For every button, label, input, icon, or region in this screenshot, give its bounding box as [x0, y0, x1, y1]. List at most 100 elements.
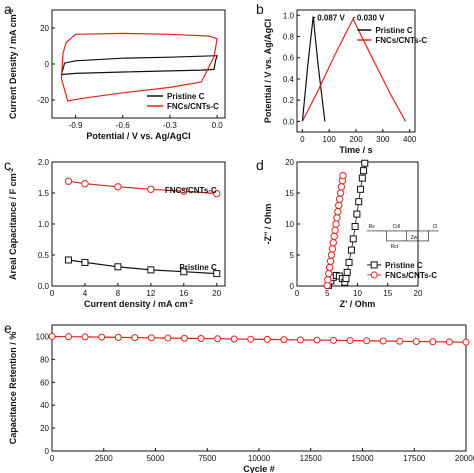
- panel-b-ytick-label: 0.2: [283, 96, 295, 105]
- panel-d-series-0-point: [361, 159, 369, 167]
- panel-d-ytick-label: 20: [285, 158, 294, 167]
- panel-a-xtick-label: 0.0: [212, 121, 224, 130]
- panel-d-series-0-point: [353, 210, 361, 218]
- panel-b-series-0-line: [301, 15, 326, 122]
- panel-d-xtick-label: 5: [325, 289, 330, 298]
- panel-e-series-0-point: [445, 338, 453, 346]
- panel-a-ylabel: Current Density / mA cm-2: [8, 8, 18, 119]
- panel-e-series-0-point: [330, 336, 338, 344]
- panel-d-legend-label: FNCs/CNTs-C: [385, 271, 437, 280]
- panel-b-ylabel: Potential / V vs. Ag/AgCl: [263, 19, 273, 123]
- panel-b-ytick-label: 0.4: [283, 75, 295, 84]
- panel-d-series-1-point: [325, 263, 334, 272]
- panel-b-ytick-label: 0.8: [283, 33, 295, 42]
- panel-d-ytick-label: 0: [290, 282, 295, 291]
- panel-e-series-0-point: [263, 335, 271, 343]
- panel-d-series-0-point: [345, 258, 353, 266]
- panel-d-label: d: [256, 157, 264, 173]
- panel-c-series-label: Pristine C: [179, 263, 217, 272]
- panel-a-ytick-label: 0: [45, 60, 50, 69]
- panel-c-ytick-label: 1.0: [38, 220, 50, 229]
- panel-d-circuit-label: Cl: [433, 224, 438, 230]
- panel-c-xtick-label: 8: [116, 289, 121, 298]
- panel-e-series-0-point: [131, 334, 139, 342]
- panel-d-series-0-point: [357, 185, 365, 193]
- panel-d-series-1-point: [326, 257, 335, 265]
- panel-d-series-1-point: [332, 220, 340, 228]
- panel-d-xtick-label: 0: [295, 289, 300, 298]
- panel-a-ytick-label: 20: [40, 24, 49, 33]
- panel-b-xtick-label: 0: [300, 135, 305, 144]
- panel-d-ylabel: -Z'' / Ohm: [263, 204, 273, 245]
- panel-c-series-1-point: [81, 258, 89, 266]
- panel-b-xlabel: Time / s: [339, 145, 372, 155]
- panel-c-xtick-label: 4: [83, 289, 88, 298]
- panel-d-series-1-point: [331, 226, 339, 234]
- panel-c-ytick-label: 0.5: [38, 251, 50, 260]
- panel-d-series-1-point: [328, 245, 337, 253]
- panel-d-xtick-label: 10: [353, 289, 362, 298]
- panel-e-series-0-point: [313, 336, 321, 344]
- panel-e-xtick-label: 5000: [147, 454, 165, 463]
- panel-c-series-1-point: [114, 263, 122, 271]
- panel-e-xlabel: Cycle #: [243, 464, 275, 473]
- panel-e-series-0-point: [114, 333, 122, 341]
- panel-b-annotation: 0.030 V: [357, 13, 385, 22]
- panel-e-series-0-point: [230, 335, 238, 343]
- panel-a-series-0-line: [60, 55, 218, 76]
- panel-e-series-0-point: [296, 336, 304, 344]
- panel-c-series-1-point: [64, 256, 72, 264]
- panel-e-xtick-label: 10000: [248, 454, 271, 463]
- panel-d-legend-marker: [370, 261, 378, 269]
- panel-e-series-0-point: [197, 335, 205, 343]
- panel-d-series-0-point: [347, 246, 355, 254]
- panel-d-circuit-wires: [366, 230, 439, 242]
- panel-c-series-label: FNCs/CNTs-C: [165, 186, 217, 195]
- panel-a-xtick-label: -0.9: [69, 121, 83, 130]
- panel-c-xtick-label: 12: [146, 289, 155, 298]
- panel-b-xtick-label: 100: [323, 135, 337, 144]
- panel-c-series-1-point: [147, 266, 155, 274]
- panel-d-series-0-point: [349, 235, 357, 243]
- panel-d-ytick-label: 10: [285, 220, 294, 229]
- panel-c-ytick-label: 1.5: [38, 189, 50, 198]
- panel-e-series-0-point: [412, 337, 420, 345]
- panel-c-series-0-point: [114, 183, 122, 191]
- panel-d-series-1-point: [335, 201, 343, 210]
- panel-e-ytick-label: 0: [45, 447, 50, 456]
- panel-c-xtick-label: 16: [179, 289, 188, 298]
- panel-a-xtick-label: -0.6: [116, 121, 130, 130]
- panel-d-series-1-point: [329, 238, 337, 247]
- panel-a-xtick-label: -0.3: [163, 121, 177, 130]
- panel-e-series-0-point: [429, 338, 437, 346]
- panel-d-series-0-point: [355, 198, 363, 206]
- panel-e-series-0-point: [346, 337, 354, 345]
- panel-a-legend-label: Pristine C: [167, 92, 205, 101]
- panel-e-series-0-line: [51, 335, 467, 343]
- panel-d-series-0-point: [342, 275, 350, 283]
- panel-c-series-0-point: [213, 189, 221, 198]
- panel-a-ytick-label: -20: [37, 96, 49, 105]
- panel-b-xtick-label: 300: [376, 135, 390, 144]
- panel-c-label: c: [4, 157, 11, 173]
- panel-d-series-1-point: [334, 207, 342, 216]
- panel-b-annotation: 0.087 V: [317, 13, 345, 22]
- panel-e-series-0-point: [48, 332, 56, 340]
- panel-b-label: b: [256, 1, 264, 17]
- panel-e-series-0-point: [214, 335, 222, 343]
- panel-c-series-1-point: [180, 268, 188, 276]
- panel-d-circuit-label: Zw: [411, 235, 418, 241]
- panel-e-xtick-label: 15000: [351, 454, 374, 463]
- panel-d-series-0-point: [343, 268, 351, 276]
- panel-e-xtick-label: 17500: [403, 454, 426, 463]
- panel-d-series-0-point: [358, 174, 366, 182]
- panel-e-xtick-label: 7500: [198, 454, 216, 463]
- panel-a-series-1-line: [60, 32, 218, 102]
- panel-e-frame: [51, 324, 467, 452]
- panel-c-ylabel: Areal Capacitance / F cm-2: [8, 167, 18, 280]
- panel-e-series-0-point: [280, 336, 288, 344]
- panel-d-series-1-point: [330, 232, 338, 241]
- panel-e-series-0-point: [180, 334, 188, 342]
- panel-d-circuit-label: Rct: [391, 244, 399, 250]
- panel-c-series-0-point: [147, 185, 155, 193]
